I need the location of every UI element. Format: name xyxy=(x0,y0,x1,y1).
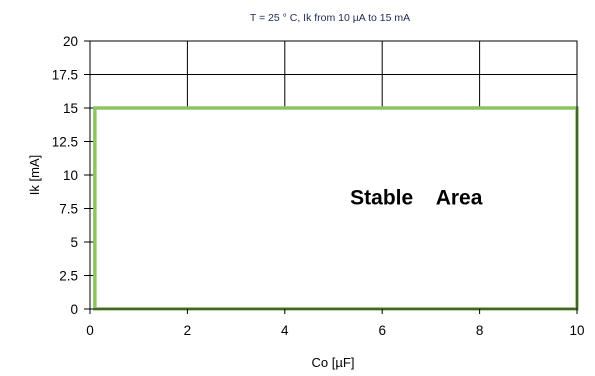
y-axis-tick-labels: 0 2.5 5 7.5 10 12.5 15 17.5 20 xyxy=(52,34,78,317)
y-tick-label-5: 12.5 xyxy=(52,135,78,150)
x-tick-label-5: 10 xyxy=(569,323,584,338)
y-axis-title: Ik [mA] xyxy=(27,155,42,195)
y-tick-label-3: 7.5 xyxy=(59,202,78,217)
y-tick-label-0: 0 xyxy=(70,302,78,317)
x-tick-label-4: 8 xyxy=(476,323,484,338)
y-tick-label-4: 10 xyxy=(63,168,78,183)
x-tick-label-0: 0 xyxy=(86,323,94,338)
y-tick-label-1: 2.5 xyxy=(59,269,78,284)
y-tick-label-6: 15 xyxy=(63,101,78,116)
x-axis-tick-labels: 0 2 4 6 8 10 xyxy=(86,323,584,338)
x-axis-title: Co [µF] xyxy=(312,355,355,370)
chart-title: T = 25 ° C, Ik from 10 µA to 15 mA xyxy=(250,12,410,24)
stable-area-fill xyxy=(94,108,578,309)
stable-area-label: Stable Area xyxy=(350,186,483,209)
x-tick-label-1: 2 xyxy=(184,323,192,338)
axis-ticks xyxy=(84,40,578,314)
y-tick-label-2: 5 xyxy=(70,235,78,250)
y-tick-label-7: 17.5 xyxy=(52,68,78,83)
y-tick-label-8: 20 xyxy=(63,34,78,49)
x-tick-label-3: 6 xyxy=(378,323,386,338)
x-tick-label-2: 4 xyxy=(281,323,289,338)
